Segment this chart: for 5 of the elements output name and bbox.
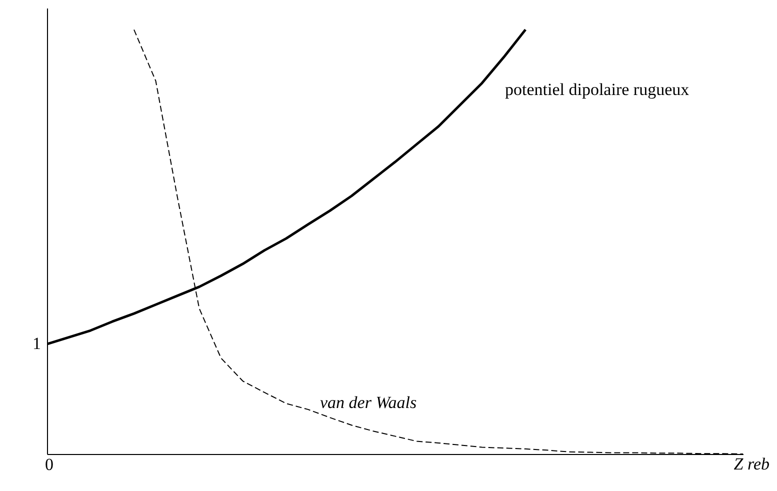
x-axis-title: Z reb [734,454,770,474]
text: 0 [45,455,54,474]
text: 1 [32,334,41,354]
series-label: van der Waals [320,393,418,412]
series-label: potentiel dipolaire rugueux [505,80,690,99]
